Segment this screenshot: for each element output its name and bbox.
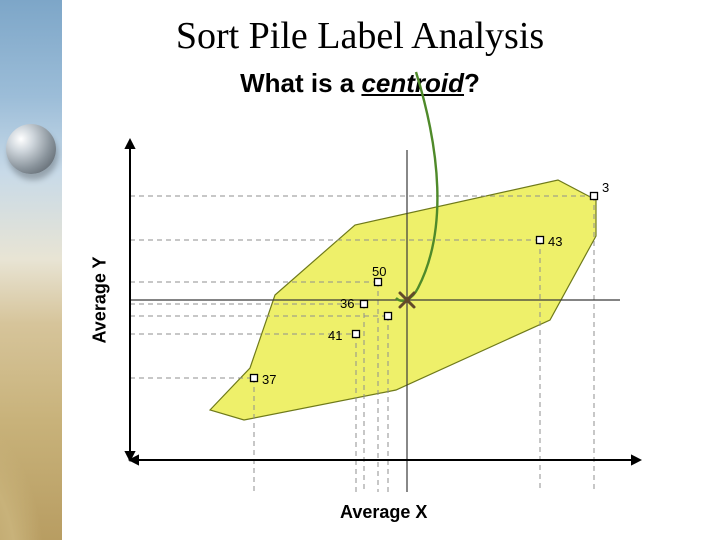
data-point-label: 43 (548, 234, 562, 249)
axis-arrow (631, 454, 642, 465)
data-point-label: 50 (372, 264, 386, 279)
data-point-marker (537, 237, 544, 244)
data-point-marker (251, 375, 258, 382)
data-point-label: 3 (602, 180, 609, 195)
data-point-marker (591, 193, 598, 200)
data-point-label: 36 (340, 296, 354, 311)
data-point-marker (361, 301, 368, 308)
data-point-marker (385, 313, 392, 320)
data-point-label: 41 (328, 328, 342, 343)
axis-arrow (124, 138, 135, 149)
centroid-diagram (0, 0, 720, 540)
data-point-marker (353, 331, 360, 338)
data-point-label: 37 (262, 372, 276, 387)
data-point-marker (375, 279, 382, 286)
